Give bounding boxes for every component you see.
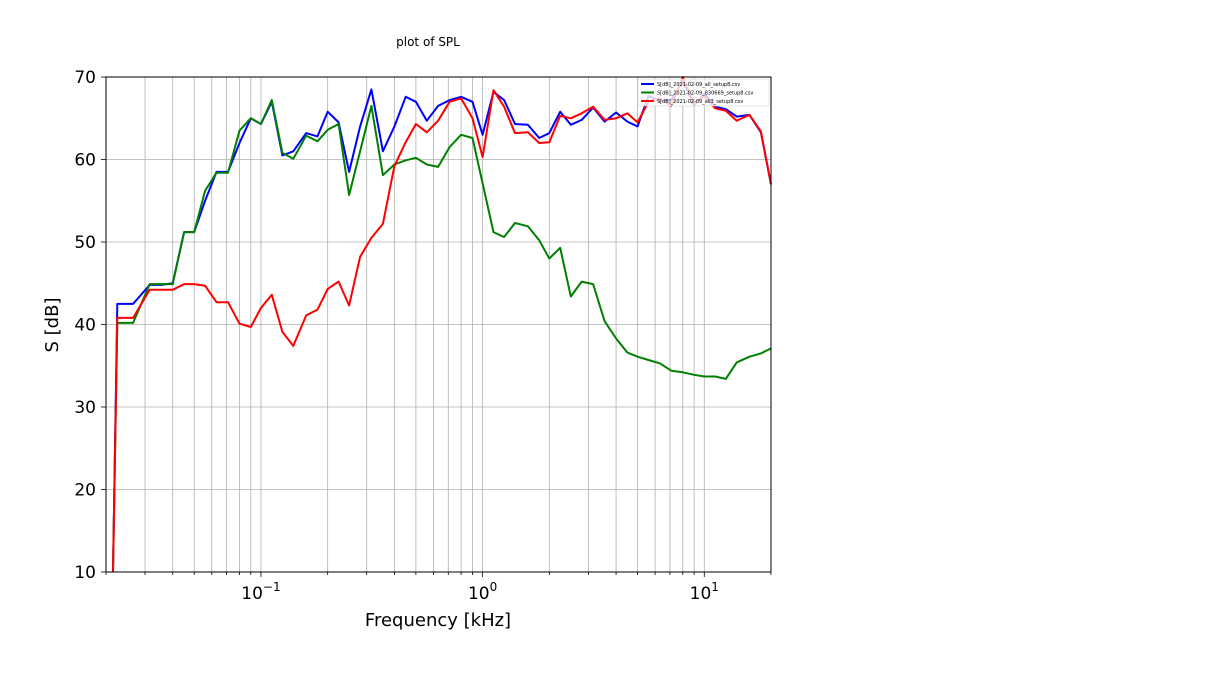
legend-label: S[dB]_2021-02-09_all_setup8.csv <box>657 82 740 88</box>
x-tick-labels: 10−1 100 101 <box>241 580 719 604</box>
y-tick-label: 30 <box>74 398 96 418</box>
x-axis-label: Frequency [kHz] <box>365 610 511 631</box>
y-axis-label: S [dB] <box>42 298 63 353</box>
x-tick-label: 10−1 <box>241 580 280 604</box>
y-tick-label: 40 <box>74 316 96 336</box>
y-tick-label: 20 <box>74 481 96 501</box>
legend-box <box>637 78 770 107</box>
series-line-2 <box>112 99 772 573</box>
legend-label: S[dB]_2021-02-09_all3_setup8.csv <box>657 99 743 105</box>
legend: S[dB]_2021-02-09_all_setup8.csv S[dB]_202… <box>637 78 770 107</box>
y-tick-label: 60 <box>74 151 96 171</box>
y-tick-labels: 10 20 30 40 50 60 70 <box>74 68 96 583</box>
y-tick-label: 70 <box>74 68 96 88</box>
y-tick-label: 50 <box>74 233 96 253</box>
ticks <box>101 76 772 577</box>
legend-label: S[dB]_2021-02-09_830669_setup8.csv <box>657 91 753 97</box>
x-tick-label: 101 <box>690 580 719 604</box>
y-tick-label: 10 <box>74 563 96 583</box>
chart-title: plot of SPL <box>396 35 460 49</box>
x-tick-label: 100 <box>468 580 497 604</box>
